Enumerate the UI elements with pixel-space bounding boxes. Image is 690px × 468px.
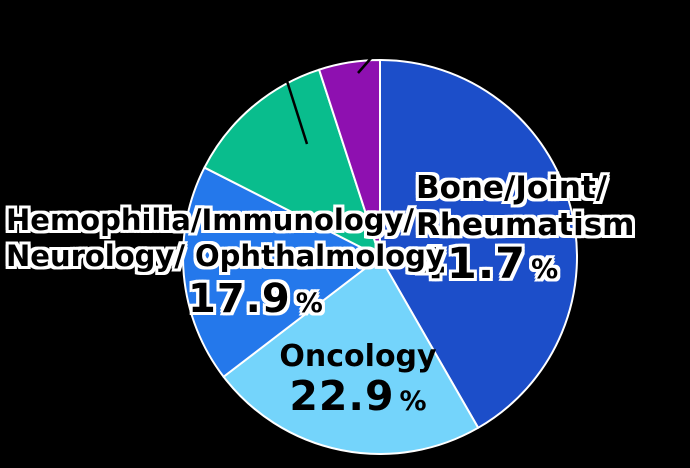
slice-percent: 22.9% [248, 376, 468, 419]
percent-sign: % [295, 288, 323, 319]
pie-slice-hemophilia-immunology-neurology-ophthalmology [181, 166, 381, 378]
slice-label-bone-joint-rheumatism: Bone/Joint/ Rheumatism 41.7% [416, 170, 634, 288]
pie-slice-oncology [222, 256, 480, 455]
percent-value: 22.9 [289, 372, 395, 420]
pie-slice-unlabeled-3 [203, 68, 381, 258]
percent-sign: % [399, 386, 427, 417]
slice-label-line: Hemophilia/Immunology/ [6, 203, 415, 237]
slice-label-line: Neurology/ Ophthalmology [6, 239, 445, 273]
percent-value: 17.9 [188, 276, 291, 322]
slice-label-line: Rheumatism [416, 207, 635, 243]
pie-slice-unlabeled-4 [318, 59, 381, 258]
percent-sign: % [531, 254, 559, 285]
slice-label-hemophilia-immunology-neurology-ophthalmology: Hemophilia/Immunology/ Neurology/ Ophtha… [6, 202, 445, 274]
leader-line [357, 56, 373, 74]
slice-percent: 17.9% [188, 276, 323, 322]
leader-line [285, 80, 309, 145]
percent-value: 41.7 [416, 239, 527, 289]
slice-percent: 41.7% [416, 243, 634, 288]
slice-label-oncology: Oncology 22.9% [248, 340, 468, 419]
slice-label-line: Oncology [279, 339, 437, 374]
slice-label-line: Bone/Joint/ [416, 170, 608, 206]
pie-slice-bone-joint-rheumatism [379, 59, 578, 429]
